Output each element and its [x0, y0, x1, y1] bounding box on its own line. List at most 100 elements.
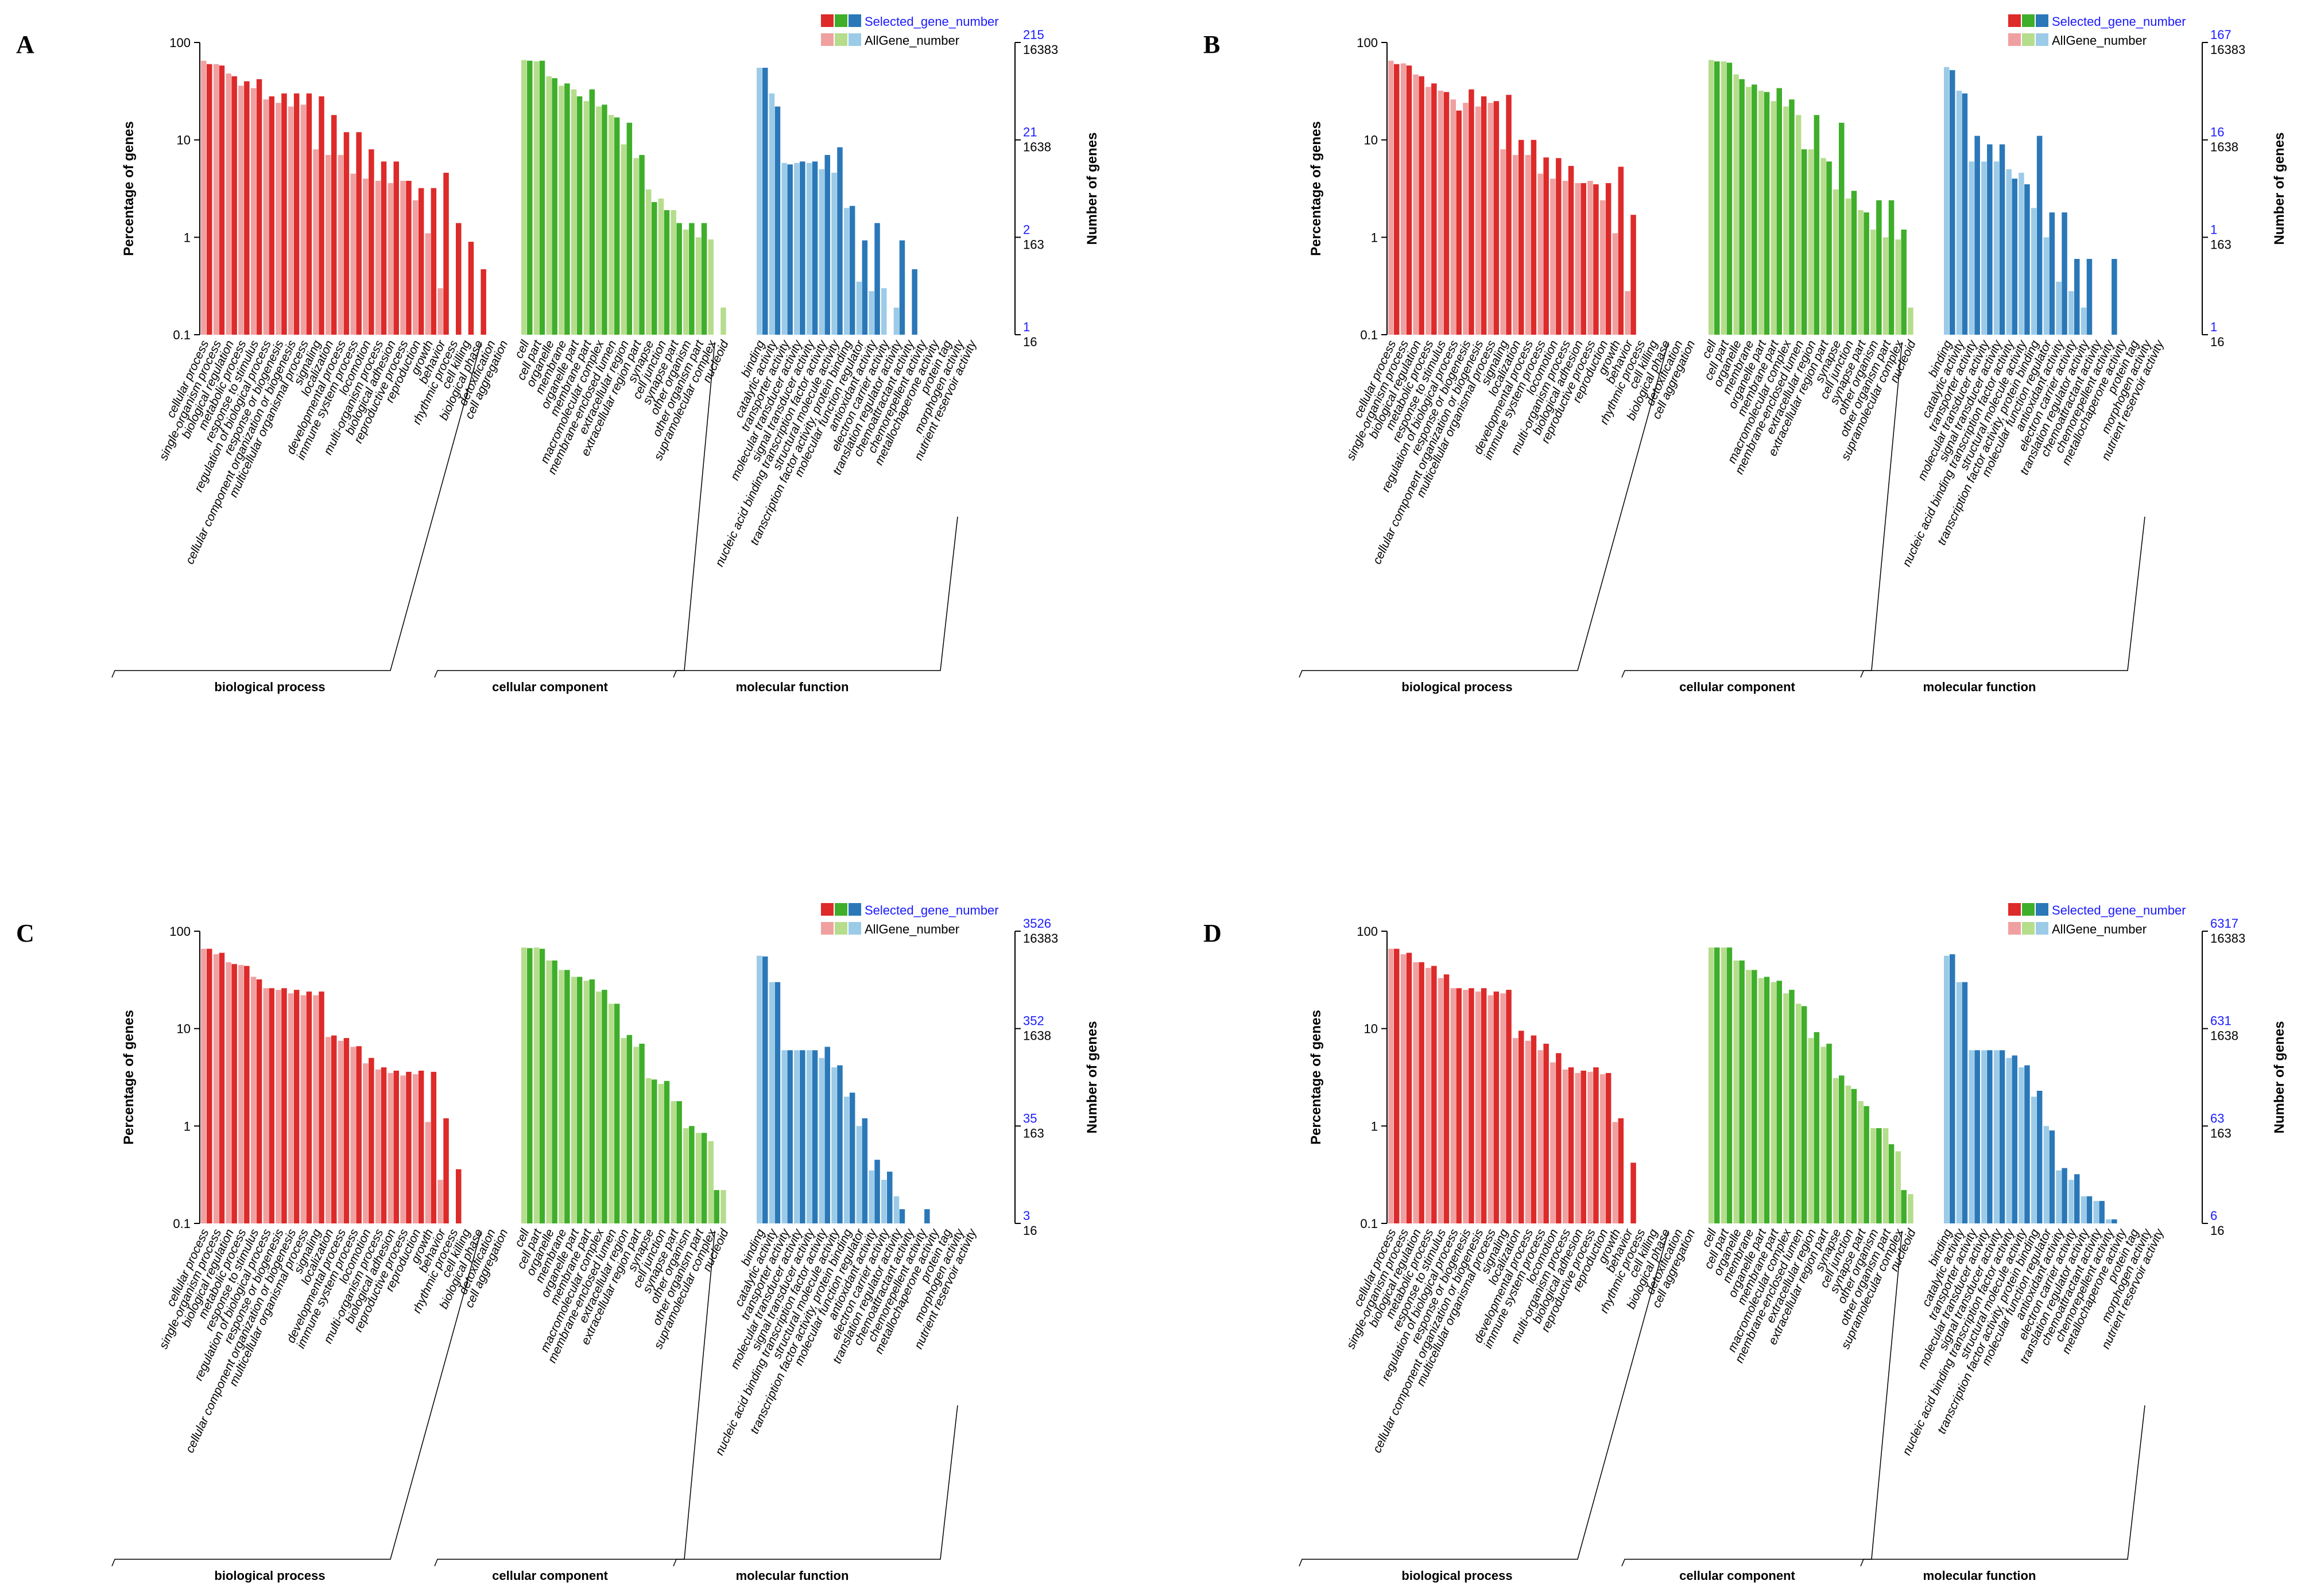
- bar-selected: [862, 240, 868, 335]
- bar-selected: [1630, 1163, 1636, 1223]
- bar-allgene: [1413, 962, 1419, 1223]
- y2-tick-label-selected: 1: [2210, 320, 2217, 334]
- legend-label-selected: Selected_gene_number: [865, 903, 999, 917]
- y2-tick-label-all: 16383: [2210, 931, 2245, 946]
- group-bracket: [1860, 516, 2145, 678]
- y2-tick-label-all: 16383: [2210, 42, 2245, 57]
- bar-allgene: [326, 1037, 331, 1223]
- bar-selected: [1851, 1088, 1857, 1223]
- bar-selected: [552, 78, 557, 335]
- bar-selected: [381, 1067, 387, 1223]
- bar-allgene: [412, 200, 419, 335]
- bar-allgene: [843, 208, 850, 335]
- bar-allgene: [1487, 103, 1494, 335]
- bar-allgene: [1783, 993, 1789, 1223]
- bar-allgene: [263, 99, 269, 335]
- bar-allgene: [1400, 63, 1407, 335]
- bar-allgene: [1746, 87, 1752, 335]
- y-tick-label: 10: [1364, 133, 1378, 148]
- legend-swatch-selected: [2008, 903, 2021, 916]
- y2-tick-label-selected: 167: [2210, 28, 2232, 42]
- bar-selected: [1752, 84, 1757, 335]
- group-label-2: molecular function: [1923, 1568, 2036, 1583]
- bar-allgene: [437, 288, 443, 335]
- bar-selected: [1789, 99, 1795, 335]
- bar-selected: [1776, 88, 1782, 335]
- bar-selected: [539, 60, 545, 335]
- bar-selected: [1605, 183, 1611, 335]
- bar-allgene: [794, 1050, 800, 1223]
- bar-selected: [244, 966, 250, 1223]
- bar-selected: [1456, 988, 1462, 1223]
- group-bracket: [1621, 1230, 1903, 1567]
- bar-selected: [1406, 952, 1412, 1223]
- y2-tick-label-selected: 215: [1023, 28, 1044, 42]
- bar-selected: [468, 242, 474, 335]
- y2-axis-title: Number of genes: [2272, 1021, 2287, 1133]
- bar-allgene: [1500, 149, 1506, 335]
- bar-allgene: [893, 1196, 900, 1223]
- bar-selected: [824, 1047, 830, 1223]
- y2-tick-label-selected: 16: [2210, 125, 2224, 140]
- bar-allgene: [2106, 1219, 2112, 1223]
- y-tick-label: 0.1: [1360, 1217, 1378, 1231]
- bar-allgene: [1413, 74, 1419, 335]
- bar-allgene: [1882, 237, 1889, 335]
- bar-allgene: [2093, 1200, 2099, 1223]
- bar-selected: [676, 1101, 682, 1223]
- bar-allgene: [350, 1047, 356, 1223]
- bar-allgene: [363, 179, 369, 335]
- bar-selected: [2049, 212, 2055, 335]
- group-label-2: molecular function: [736, 680, 849, 694]
- bar-selected: [552, 960, 557, 1223]
- bar-allgene: [276, 990, 281, 1223]
- bar-allgene: [201, 60, 207, 335]
- bar-selected: [369, 1057, 374, 1223]
- bar-selected: [1419, 76, 1424, 335]
- bar-selected: [652, 202, 657, 335]
- bar-allgene: [1833, 1078, 1839, 1223]
- bar-selected: [1556, 1053, 1562, 1223]
- bar-allgene: [621, 1038, 627, 1223]
- bar-allgene: [1870, 229, 1876, 335]
- bar-selected: [1568, 1067, 1574, 1223]
- bar-allgene: [276, 103, 281, 335]
- bar-allgene: [1599, 200, 1606, 335]
- bar-selected: [293, 93, 300, 335]
- legend-label-all: AllGene_number: [2052, 33, 2147, 48]
- bar-selected: [1593, 1067, 1599, 1223]
- bar-selected: [2036, 1090, 2043, 1223]
- bar-allgene: [1783, 106, 1789, 335]
- legend-label-selected: Selected_gene_number: [865, 14, 999, 29]
- bar-allgene: [1956, 982, 1962, 1223]
- bar-selected: [1481, 988, 1487, 1223]
- bar-allgene: [571, 977, 577, 1223]
- bar-selected: [1987, 144, 1993, 335]
- group-label-0: biological process: [1401, 1568, 1512, 1583]
- group-label-0: biological process: [214, 680, 325, 694]
- bar-allgene: [843, 1097, 850, 1223]
- y2-tick-label-all: 163: [1023, 237, 1044, 251]
- group-bracket: [673, 516, 958, 678]
- bar-selected: [207, 948, 212, 1223]
- group-label-1: cellular component: [1679, 1568, 1795, 1583]
- bar-allgene: [2006, 1057, 2012, 1223]
- bar-selected: [1764, 92, 1770, 335]
- bar-selected: [418, 1070, 424, 1223]
- legend-swatch-all: [835, 922, 847, 935]
- bar-allgene: [1981, 1050, 1987, 1223]
- bar-allgene: [1513, 1038, 1518, 1223]
- bar-selected: [1726, 63, 1733, 335]
- bar-allgene: [213, 954, 219, 1223]
- group-label-0: biological process: [214, 1568, 325, 1583]
- bar-allgene: [388, 1073, 393, 1223]
- y2-tick-label-all: 16: [1023, 1223, 1037, 1238]
- bar-allgene: [708, 1141, 714, 1223]
- bar-selected: [443, 1118, 449, 1223]
- bar-allgene: [2081, 1196, 2087, 1223]
- bar-allgene: [2043, 1126, 2050, 1223]
- bar-allgene: [794, 162, 800, 335]
- bar-selected: [701, 1133, 707, 1223]
- bar-selected: [2024, 1065, 2030, 1223]
- bar-selected: [1888, 200, 1895, 335]
